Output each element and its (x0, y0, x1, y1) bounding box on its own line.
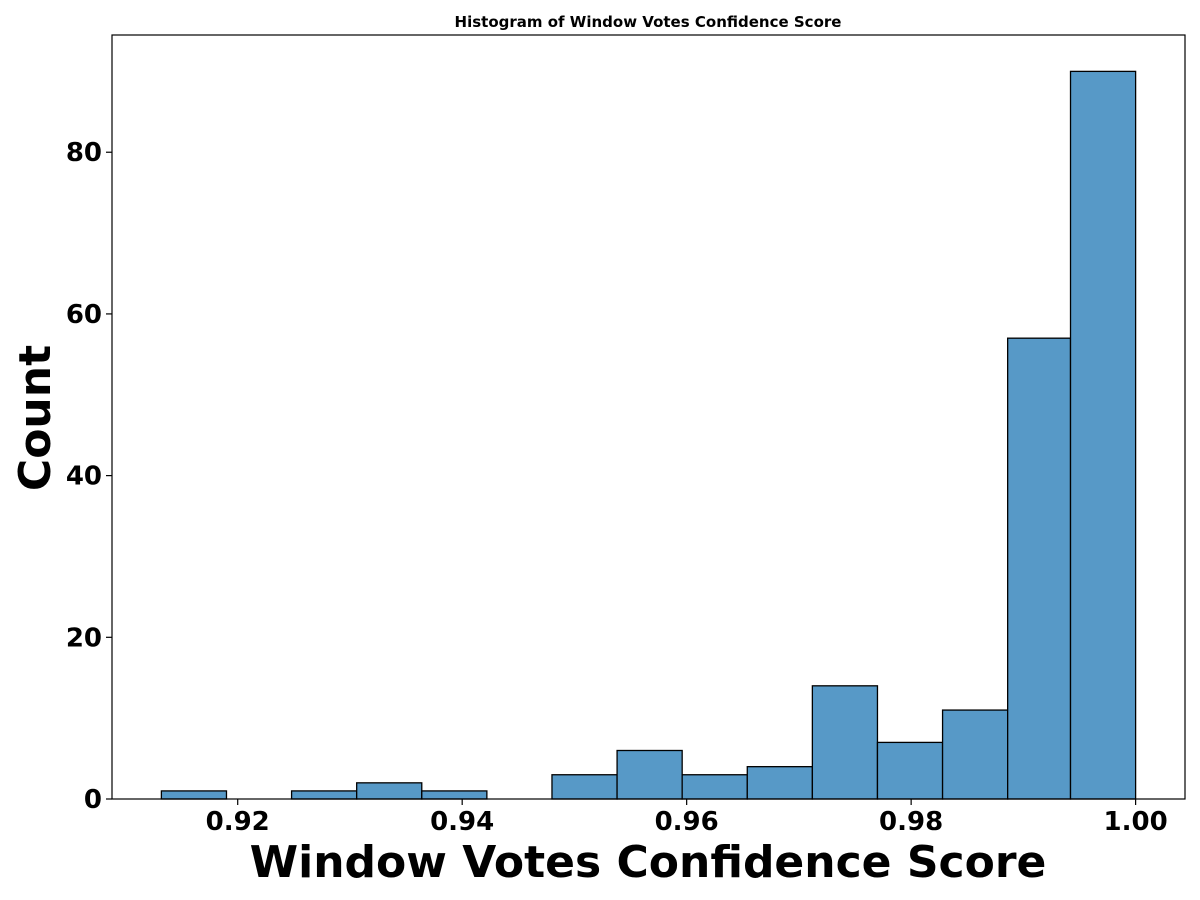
histogram-bar (941, 709, 1009, 800)
x-tick-label: 1.00 (1104, 807, 1168, 837)
chart-title: Histogram of Window Votes Confidence Sco… (455, 13, 842, 31)
histogram-bar (681, 774, 748, 800)
y-tick-label: 60 (66, 300, 102, 330)
histogram-bar (616, 749, 683, 800)
x-tick-label: 0.94 (430, 807, 494, 837)
x-axis-ticks: 0.92 0.94 0.96 0.98 1.00 (206, 799, 1168, 837)
histogram-bar (160, 790, 228, 800)
x-tick-label: 0.92 (206, 807, 270, 837)
histogram-bar (746, 766, 814, 800)
histogram-bar (290, 790, 358, 800)
plot-frame (111, 34, 1186, 800)
histogram-bar (421, 790, 488, 800)
y-tick-label: 0 (84, 785, 102, 815)
x-tick-label: 0.96 (655, 807, 719, 837)
y-axis-label: Count (10, 345, 61, 491)
histogram-bar (811, 685, 879, 800)
histogram-bar (551, 774, 618, 800)
y-axis-ticks: 0 20 40 60 80 (66, 138, 112, 815)
histogram-bar (1069, 70, 1137, 800)
bars-group (160, 70, 1137, 800)
histogram-bar (356, 782, 423, 800)
y-tick-label: 20 (66, 623, 102, 653)
y-tick-label: 80 (66, 138, 102, 168)
x-axis-label: Window Votes Confidence Score (250, 837, 1047, 888)
histogram-bar (876, 741, 944, 800)
x-tick-label: 0.98 (879, 807, 943, 837)
histogram-bar (1007, 337, 1072, 800)
y-tick-label: 40 (66, 462, 102, 492)
